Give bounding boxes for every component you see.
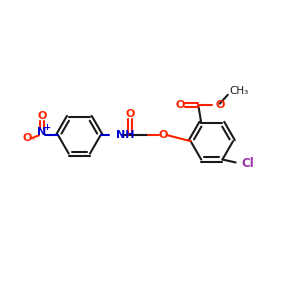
Text: O: O [22,133,32,143]
Text: ⁻: ⁻ [32,137,36,146]
Text: O: O [159,130,168,140]
Text: N: N [37,127,46,137]
Text: O: O [37,110,46,121]
Text: Cl: Cl [242,157,254,169]
Text: O: O [175,100,185,110]
Text: CH₃: CH₃ [229,86,248,96]
Text: O: O [216,100,225,110]
Text: NH: NH [116,130,134,140]
Text: O: O [125,110,135,119]
Text: +: + [43,123,50,132]
